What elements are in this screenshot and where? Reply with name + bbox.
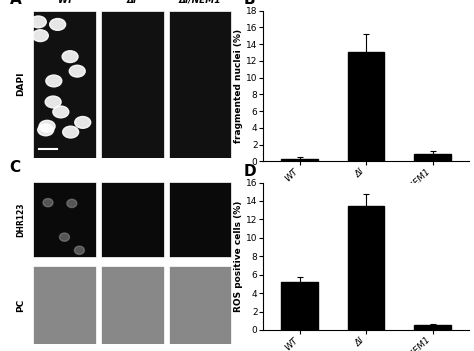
Bar bbox=[282, 282, 318, 330]
Bar bbox=[169, 266, 231, 344]
Text: D: D bbox=[244, 164, 257, 179]
Circle shape bbox=[50, 19, 65, 30]
Bar bbox=[348, 206, 384, 330]
Circle shape bbox=[43, 199, 53, 207]
Text: WT: WT bbox=[56, 0, 73, 5]
Bar bbox=[169, 11, 231, 158]
Text: ΔI/NEM1: ΔI/NEM1 bbox=[179, 0, 221, 5]
Bar bbox=[101, 11, 164, 158]
Circle shape bbox=[39, 120, 55, 132]
Bar bbox=[33, 11, 96, 158]
Bar bbox=[414, 154, 451, 161]
Circle shape bbox=[62, 51, 78, 62]
Bar bbox=[101, 266, 164, 344]
Circle shape bbox=[46, 75, 62, 87]
Text: A: A bbox=[9, 0, 21, 7]
Circle shape bbox=[63, 126, 79, 138]
Text: DAPI: DAPI bbox=[16, 72, 25, 97]
Circle shape bbox=[75, 117, 91, 128]
Text: PC: PC bbox=[16, 299, 25, 312]
Bar bbox=[282, 159, 318, 161]
Circle shape bbox=[45, 96, 61, 108]
Circle shape bbox=[32, 30, 48, 41]
Text: C: C bbox=[9, 160, 20, 176]
Circle shape bbox=[67, 199, 77, 207]
Text: B: B bbox=[244, 0, 256, 7]
Circle shape bbox=[69, 65, 85, 77]
Circle shape bbox=[53, 106, 69, 118]
Bar bbox=[348, 52, 384, 161]
Circle shape bbox=[59, 233, 69, 241]
Circle shape bbox=[74, 246, 84, 254]
Y-axis label: fragmented nuclei (%): fragmented nuclei (%) bbox=[234, 29, 243, 143]
Circle shape bbox=[30, 16, 46, 28]
Text: ΔI: ΔI bbox=[127, 0, 137, 5]
Circle shape bbox=[38, 124, 54, 136]
Y-axis label: ROS positive cells (%): ROS positive cells (%) bbox=[234, 200, 243, 312]
Text: DHR123: DHR123 bbox=[16, 202, 25, 237]
Bar bbox=[33, 182, 96, 257]
Bar bbox=[101, 182, 164, 257]
Bar bbox=[169, 182, 231, 257]
Bar bbox=[414, 325, 451, 330]
Bar bbox=[33, 266, 96, 344]
